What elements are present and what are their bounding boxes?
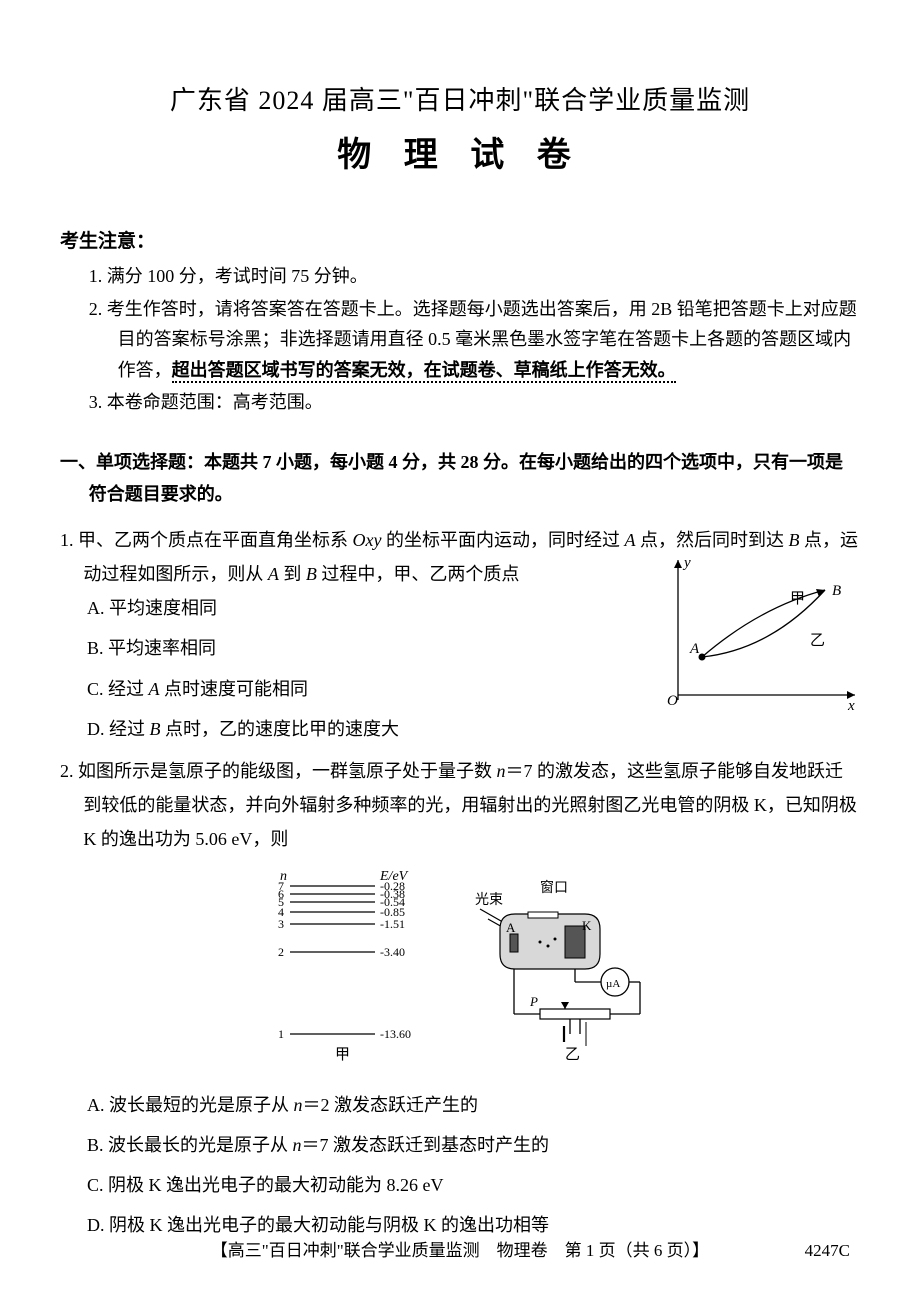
q1-fig-jia: 甲: [790, 591, 805, 607]
notice-item-2: 2. 考生作答时，请将答案答在答题卡上。选择题每小题选出答案后，用 2B 铅笔把…: [60, 294, 860, 386]
exam-title-line1: 广东省 2024 届高三"百日冲刺"联合学业质量监测: [60, 80, 860, 117]
footer-text: 【高三"百日冲刺"联合学业质量监测 物理卷 第 1 页（共 6 页）】: [211, 1241, 709, 1260]
q1-oxy: Oxy: [353, 530, 382, 550]
q1-pointB2: B: [306, 564, 317, 584]
q2-optA-text2: ＝2 激发态跃迁产生的: [303, 1095, 479, 1115]
q1-fig-y: y: [682, 555, 691, 571]
notice-item-num: 2.: [89, 299, 103, 319]
q2-fig-K-elec: K: [582, 918, 592, 933]
q2-optB-n: n: [293, 1135, 302, 1155]
q2-fig-A-elec: A: [506, 920, 516, 935]
svg-text:3: 3: [278, 917, 284, 931]
q2-options: A. 波长最短的光是原子从 n＝2 激发态跃迁产生的 B. 波长最长的光是原子从…: [60, 1088, 860, 1243]
q2-option-A: A. 波长最短的光是原子从 n＝2 激发态跃迁产生的: [87, 1088, 860, 1122]
q1-fig-x: x: [847, 698, 855, 714]
q1-optC-A: A: [149, 679, 160, 699]
q1-optD-text2: 点时，乙的速度比甲的速度大: [161, 719, 400, 739]
q1-option-D: D. 经过 B 点时，乙的速度比甲的速度大: [87, 712, 860, 746]
q1-optD-text: D. 经过: [87, 719, 150, 739]
q2-n: n: [497, 761, 506, 781]
notice-item-num: 1.: [89, 266, 103, 286]
q1-text: 过程中，甲、乙两个质点: [317, 564, 520, 584]
svg-text:-13.60: -13.60: [380, 1027, 411, 1041]
page-footer: 【高三"百日冲刺"联合学业质量监测 物理卷 第 1 页（共 6 页）】 4247…: [0, 1236, 920, 1261]
notice-item-emphasis: 超出答题区域书写的答案无效，在试题卷、草稿纸上作答无效。: [172, 360, 676, 383]
q2-text: 如图所示是氢原子的能级图，一群氢原子处于量子数: [78, 761, 497, 781]
q2-num: 2.: [60, 761, 74, 781]
q1-pointA2: A: [268, 564, 279, 584]
q1-text: 的坐标平面内运动，同时经过: [381, 530, 624, 550]
q1-text: 甲、乙两个质点在平面直角坐标系: [78, 530, 353, 550]
q1-fig-A: A: [689, 641, 700, 657]
q2-stem: 2. 如图所示是氢原子的能级图，一群氢原子处于量子数 n＝7 的激发态，这些氢原…: [60, 754, 860, 857]
q2-fig-window: 窗口: [540, 879, 568, 896]
energy-levels: 7-0.286-0.385-0.544-0.853-1.512-3.401-13…: [278, 879, 411, 1041]
q2-option-B: B. 波长最长的光是原子从 n＝7 激发态跃迁到基态时产生的: [87, 1128, 860, 1162]
exam-title-line2: 物 理 试 卷: [60, 127, 860, 176]
q1-text: 点，然后同时到达: [635, 530, 788, 550]
svg-text:-3.40: -3.40: [380, 945, 405, 959]
section-1-heading: 一、单项选择题：本题共 7 小题，每小题 4 分，共 28 分。在每小题给出的四…: [60, 446, 860, 511]
q1-text: 到: [279, 564, 306, 584]
svg-text:-1.51: -1.51: [380, 917, 405, 931]
q1-optC-text2: 点时速度可能相同: [160, 679, 309, 699]
q1-fig-O: O: [667, 693, 678, 709]
footer-code: 4247C: [805, 1241, 850, 1261]
svg-text:2: 2: [278, 945, 284, 959]
q2-optA-n: n: [294, 1095, 303, 1115]
notice-heading: 考生注意：: [60, 226, 860, 253]
q2-figure: n E/eV 7-0.286-0.385-0.544-0.853-1.512-3…: [60, 864, 860, 1075]
q1-optC-text: C. 经过: [87, 679, 149, 699]
q2-fig-uA: µA: [606, 978, 620, 990]
q2-optA-text: A. 波长最短的光是原子从: [87, 1095, 294, 1115]
q2-option-C: C. 阴极 K 逸出光电子的最大初动能为 8.26 eV: [87, 1168, 860, 1202]
q1-fig-B: B: [832, 583, 841, 599]
q2-fig-jia: 甲: [335, 1047, 350, 1063]
q1-optD-B: B: [150, 719, 161, 739]
q2-optB-text2: ＝7 激发态跃迁到基态时产生的: [302, 1135, 550, 1155]
q2-fig-yi: 乙: [565, 1047, 580, 1063]
q1-pointB: B: [788, 530, 799, 550]
q1-fig-yi: 乙: [810, 633, 825, 649]
notice-item-text: 本卷命题范围：高考范围。: [107, 392, 323, 412]
q1-num: 1.: [60, 530, 74, 550]
q1-pointA: A: [624, 530, 635, 550]
notice-item-num: 3.: [89, 392, 103, 412]
notice-item-text: 满分 100 分，考试时间 75 分钟。: [107, 266, 368, 286]
question-1: 1. 甲、乙两个质点在平面直角坐标系 Oxy 的坐标平面内运动，同时经过 A 点…: [60, 523, 860, 746]
q2-fig-P: P: [529, 994, 538, 1009]
q1-figure: O x y A 甲 乙 B: [660, 555, 860, 715]
notice-item-1: 1. 满分 100 分，考试时间 75 分钟。: [60, 261, 860, 292]
notice-item-3: 3. 本卷命题范围：高考范围。: [60, 387, 860, 418]
svg-text:1: 1: [278, 1027, 284, 1041]
q2-optB-text: B. 波长最长的光是原子从: [87, 1135, 293, 1155]
question-2: 2. 如图所示是氢原子的能级图，一群氢原子处于量子数 n＝7 的激发态，这些氢原…: [60, 754, 860, 1243]
q2-fig-light: 光束: [475, 892, 503, 908]
